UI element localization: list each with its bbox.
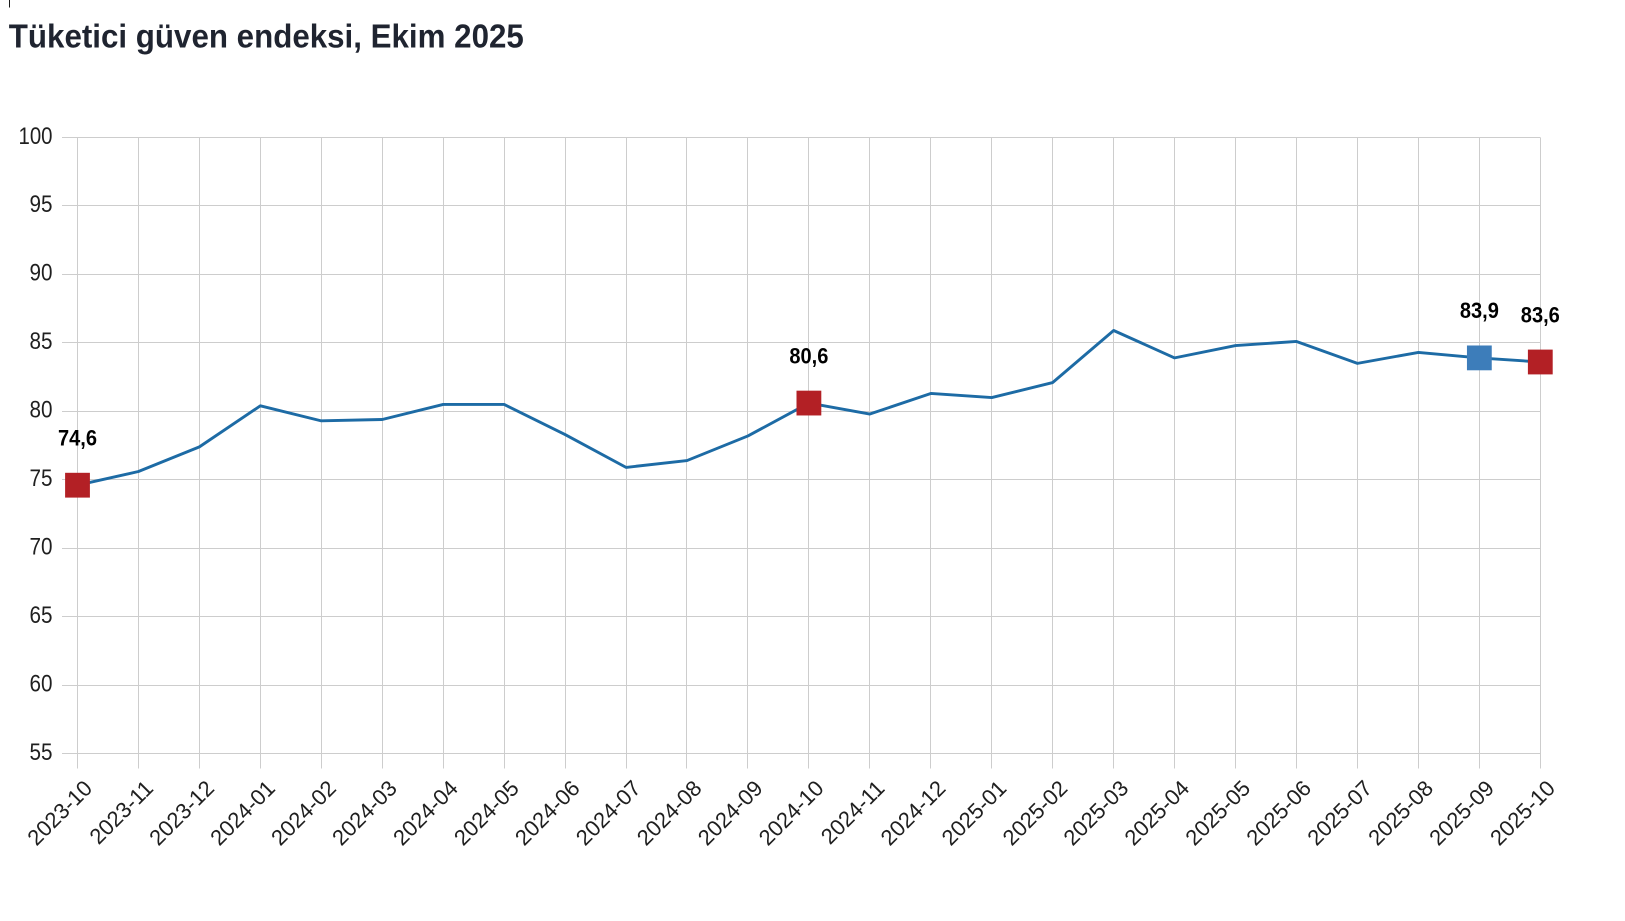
svg-text:75: 75 (30, 465, 53, 492)
svg-text:55: 55 (30, 739, 53, 766)
svg-text:70: 70 (30, 534, 53, 561)
svg-text:90: 90 (30, 260, 53, 287)
svg-text:65: 65 (30, 602, 53, 629)
svg-text:Tüketici güven endeksi, Ekim 2: Tüketici güven endeksi, Ekim 2025 (9, 18, 524, 55)
svg-text:100: 100 (19, 123, 53, 150)
svg-text:83,9: 83,9 (1460, 298, 1499, 323)
svg-text:60: 60 (30, 670, 53, 697)
svg-text:95: 95 (30, 191, 53, 218)
svg-text:80: 80 (30, 397, 53, 424)
svg-text:80,6: 80,6 (789, 343, 828, 368)
svg-text:85: 85 (30, 328, 53, 355)
svg-text:74,6: 74,6 (58, 426, 97, 451)
svg-text:83,6: 83,6 (1521, 302, 1560, 327)
